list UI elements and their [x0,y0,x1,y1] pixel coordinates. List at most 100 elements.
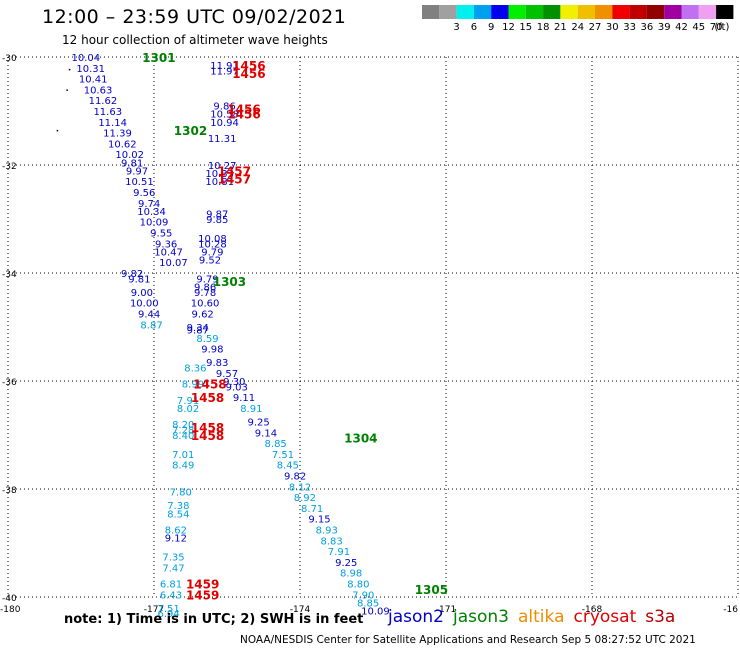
lon-tick-label: -174 [290,605,311,615]
satellite-legend: jason2 jason3 altika cryosat s3a [388,607,684,627]
pass-time-label: 1457 [218,173,251,187]
swh-value: 6.94 [157,609,179,620]
legend-swatch [508,5,526,19]
legend-tick-label: 70 [710,22,723,33]
legend-swatch [456,5,474,19]
island-marker [68,68,71,71]
pass-time-label: 1459 [186,578,219,592]
legend-tick-label: 24 [571,22,584,33]
swh-value: 9.30 [223,377,245,388]
legend-tick-label: 12 [502,22,515,33]
swh-value: 8.71 [301,504,323,515]
swh-value: 9.86 [194,283,216,294]
legend-swatch [439,5,457,19]
lon-tick-label: -171 [436,605,456,615]
swh-value: 9.15 [308,515,330,526]
swh-value: 11.62 [89,96,118,107]
legend-swatch [577,5,595,19]
legend-tick-label: 39 [658,22,671,33]
swh-value: 8.54 [167,509,189,520]
satellite-name-jason2: jason2 [388,607,444,627]
swh-value: 9.87 [206,210,228,221]
swh-value: 9.81 [121,158,143,169]
lat-tick-label: -38 [2,486,17,496]
swh-value: 9.85 [206,215,228,226]
swh-value: 11.63 [93,107,122,118]
color-scale-legend: 3 6 9 12 15 18 21 24 27 30 33 36 39 42 45 70(ft) [422,5,734,33]
swh-value: 8.98 [340,569,362,580]
legend-swatch [629,5,647,19]
swh-value: 9.81 [128,274,150,285]
legend-tick-label: 36 [641,22,654,33]
legend-tick-label: 9 [488,22,494,33]
lat-tick-label: -34 [2,270,17,280]
swh-value: 9.12 [165,534,187,545]
swh-value: 9.11 [233,393,255,404]
legend-swatch [473,5,492,19]
swh-value: 8.62 [165,526,187,537]
swh-value: 9.25 [248,418,270,429]
swh-value: 8.20 [172,420,194,431]
legend-swatch [664,5,682,19]
pass-time-label: 1305 [415,583,448,597]
swh-value: 7.51 [157,604,179,615]
swh-value: 7.01 [172,450,194,461]
swh-value: 8.40 [172,431,194,442]
lat-tick-label: -32 [2,162,17,172]
swh-value: 9.56 [133,188,155,199]
swh-value: 9.44 [138,310,160,321]
legend-tick-label: 18 [537,22,550,33]
swh-value: 10.51 [125,177,154,188]
swh-value: 8.80 [347,580,369,591]
pass-time-label: 1458 [191,391,224,405]
swh-value: 9.03 [226,382,248,393]
swh-value: 9.14 [255,428,277,439]
swh-value: 10.63 [84,85,113,96]
pass-time-label: 1458 [193,378,226,392]
swh-value: 9.78 [194,288,216,299]
legend-tick-label: 3 [453,22,459,33]
pass-time-label: 1456 [232,67,265,81]
lon-tick-label: -180 [0,605,21,615]
swh-value: 10.94 [210,118,239,129]
swh-value: 10.41 [79,75,108,86]
swh-value: 9.86 [213,102,235,113]
satellite-name-altika: altika [518,607,565,627]
swh-value: 8.59 [196,334,218,345]
swh-value: 9.34 [187,323,209,334]
swh-value: 10.07 [159,258,188,269]
pass-time-label: 1456 [227,102,260,116]
swh-value: 8.85 [265,439,287,450]
island-marker [56,129,59,132]
swh-value: 9.36 [155,239,177,250]
legend-swatch [422,5,440,19]
swh-value: 9.57 [216,369,238,380]
pass-time-label: 1304 [344,432,377,446]
legend-tick-label: 45 [692,22,705,33]
legend-swatch [612,5,630,19]
swh-value: 10.60 [191,299,220,310]
legend-tick-label: 33 [623,22,636,33]
legend-tick-label: 15 [519,22,532,33]
footnote: note: 1) Time is in UTC; 2) SWH is in fe… [64,612,364,627]
swh-value: 8.87 [140,320,162,331]
swh-value: 7.90 [352,590,374,601]
swh-value: 8.99 [182,380,204,391]
swh-value: 11.97 [210,67,239,78]
legend-tick-label: 30 [606,22,619,33]
swh-value: 9.55 [150,229,172,240]
swh-value: 7.38 [167,501,189,512]
swh-value: 11.31 [208,134,237,145]
swh-value: 9.74 [138,199,160,210]
pass-time-label: 1456 [227,108,260,122]
legend-tick-label: 6 [471,22,477,33]
legend-swatch [698,5,717,19]
legend-swatch [543,5,561,19]
swh-value: 10.31 [76,64,105,75]
lon-tick-label: -16 [723,605,738,615]
satellite-name-jason3: jason3 [453,607,509,627]
lat-tick-label: -36 [2,378,17,388]
satellite-name-cryosat: cryosat [573,607,637,627]
swh-value: 9.82 [284,472,306,483]
